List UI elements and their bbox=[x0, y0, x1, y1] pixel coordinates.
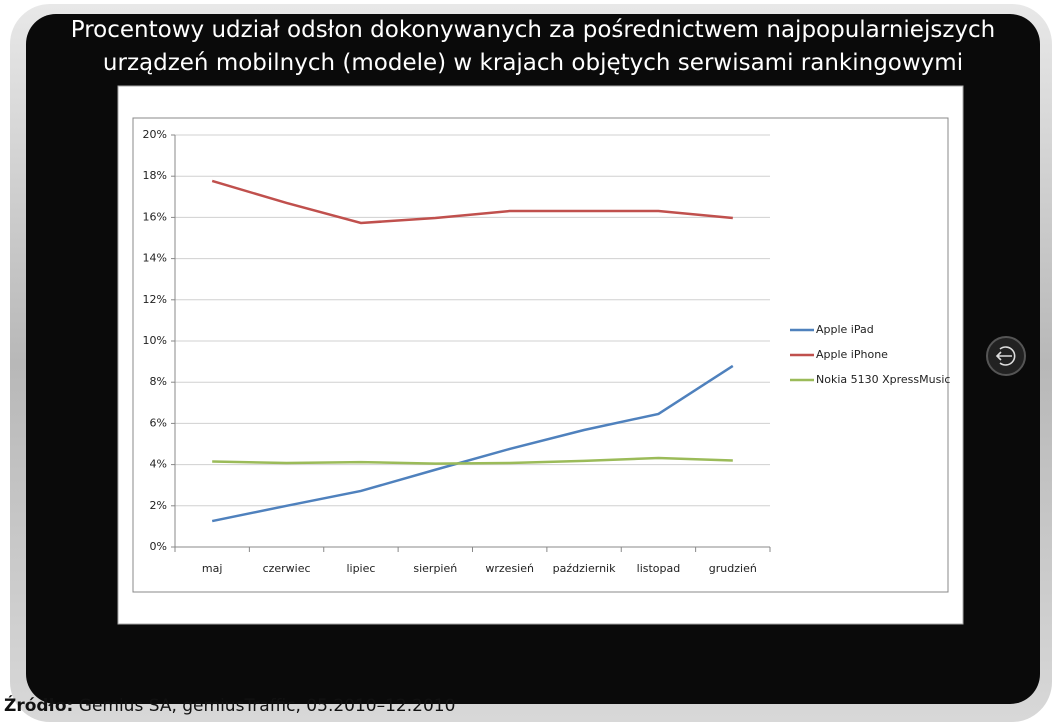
y-tick-label: 14% bbox=[143, 252, 167, 265]
chart-title: Procentowy udział odsłon dokonywanych za… bbox=[70, 17, 996, 76]
legend-label: Apple iPhone bbox=[816, 348, 888, 361]
home-icon bbox=[995, 346, 1016, 366]
x-tick-label: czerwiec bbox=[263, 562, 311, 575]
source-text: Gemius SA, gemiusTraffic, 05.2010–12.201… bbox=[78, 696, 456, 716]
x-tick-label: maj bbox=[202, 562, 223, 575]
y-tick-label: 16% bbox=[143, 210, 167, 223]
legend-label: Nokia 5130 XpressMusic bbox=[816, 373, 950, 386]
source: Źródło: Gemius SA, gemiusTraffic, 05.201… bbox=[4, 696, 455, 716]
y-tick-label: 4% bbox=[150, 458, 167, 471]
y-tick-label: 12% bbox=[143, 293, 167, 306]
y-tick-label: 8% bbox=[150, 375, 167, 388]
x-tick-label: wrzesień bbox=[485, 562, 534, 575]
series-line bbox=[212, 456, 733, 465]
series-line bbox=[211, 364, 734, 523]
x-tick-label: sierpień bbox=[413, 562, 457, 575]
x-tick-label: grudzień bbox=[709, 562, 757, 575]
x-tick-label: lipiec bbox=[346, 562, 375, 575]
y-tick-label: 20% bbox=[143, 128, 167, 141]
x-tick-label: listopad bbox=[637, 562, 681, 575]
y-tick-label: 10% bbox=[143, 334, 167, 347]
y-tick-label: 0% bbox=[150, 540, 167, 553]
y-tick-label: 6% bbox=[150, 416, 167, 429]
source-label: Źródło: bbox=[4, 696, 74, 716]
y-tick-label: 18% bbox=[143, 169, 167, 182]
series-line bbox=[211, 179, 733, 225]
legend-label: Apple iPad bbox=[816, 323, 874, 336]
y-tick-label: 2% bbox=[150, 499, 167, 512]
x-tick-label: październik bbox=[553, 562, 616, 575]
